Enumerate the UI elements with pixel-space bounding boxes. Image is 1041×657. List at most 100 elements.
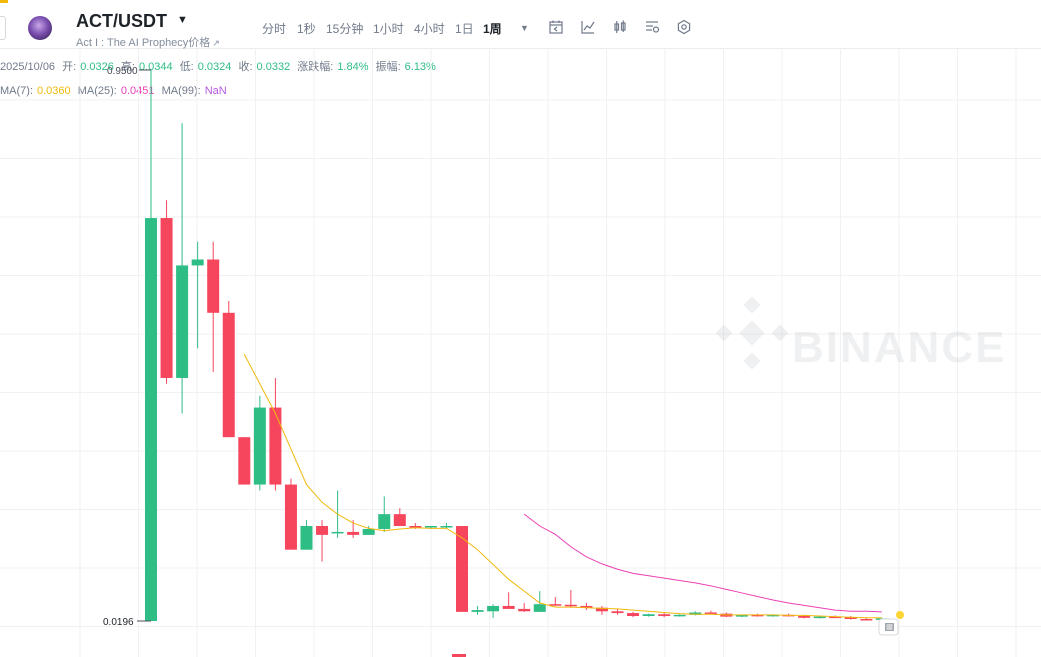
- candle-body: [222, 312, 235, 438]
- candle-body: [844, 617, 857, 619]
- ma99-value: NaN: [204, 85, 227, 97]
- candle-body: [316, 526, 329, 535]
- top-toolbar: ACT/USDT ▼ Act I : The AI Prophecy价格 ↗ 分时…: [0, 0, 1041, 49]
- candle-body: [253, 407, 266, 485]
- candle-body: [580, 605, 593, 608]
- chart-note-icon[interactable]: [878, 618, 899, 636]
- accent-bar: [0, 0, 8, 3]
- candle-type-icon[interactable]: [612, 19, 628, 35]
- candle-body: [284, 484, 297, 550]
- tab-interval-1w[interactable]: 1周: [483, 22, 502, 36]
- candle-body: [362, 528, 375, 535]
- candle-body: [751, 614, 764, 617]
- candle-body: [595, 607, 608, 612]
- chart-grid: [0, 48, 1041, 657]
- tab-interval-1h[interactable]: 1小时: [373, 22, 404, 36]
- external-link-icon: ↗: [212, 38, 220, 48]
- candle-body: [658, 614, 671, 617]
- more-intervals-chevron-icon[interactable]: ▼: [520, 23, 529, 33]
- price-labels: 0.9500 0.0196: [103, 66, 151, 628]
- ma25-line: [523, 513, 882, 613]
- candle-body: [689, 612, 702, 615]
- ma7-line: [243, 354, 882, 619]
- ohlc-legend: 2025/10/06 开: 0.0326 高: 0.0344 低: 0.0324 收:…: [0, 58, 440, 74]
- candle-body: [611, 611, 624, 614]
- low-value: 0.0324: [197, 61, 232, 73]
- candlestick-chart[interactable]: BINANCE 0.9500 0.0196: [0, 48, 1041, 657]
- candle-body: [331, 531, 344, 534]
- ma99-label: MA(99):: [161, 85, 201, 97]
- candle-body: [487, 605, 500, 612]
- candle-body: [471, 610, 484, 612]
- binance-watermark: BINANCE: [715, 296, 1004, 372]
- candle-body: [798, 616, 811, 618]
- candle-body: [549, 604, 562, 606]
- calendar-icon[interactable]: [548, 19, 564, 35]
- tab-interval-4h[interactable]: 4小时: [414, 22, 445, 36]
- low-label: 低:: [179, 61, 194, 73]
- candle-body: [767, 614, 779, 617]
- candle-body: [642, 614, 655, 617]
- token-logo: [28, 16, 52, 40]
- candle-body: [533, 604, 546, 612]
- candle-body: [456, 526, 468, 612]
- sidebar-toggle-button[interactable]: [0, 16, 6, 40]
- candle-body: [207, 259, 220, 313]
- open-value: 0.0326: [80, 61, 114, 73]
- ma25-label: MA(25):: [77, 85, 117, 97]
- candle-series: [145, 70, 888, 621]
- candle-body: [160, 218, 173, 378]
- binance-logo-icon: [715, 296, 789, 370]
- chevron-down-icon[interactable]: ▼: [177, 14, 188, 26]
- token-subtitle[interactable]: Act I : The AI Prophecy价格 ↗: [76, 34, 220, 50]
- indicator-icon[interactable]: [580, 19, 596, 35]
- candle-body: [813, 616, 826, 619]
- token-subtitle-text[interactable]: Act I : The AI Prophecy价格: [76, 37, 211, 49]
- amplitude-label: 振幅:: [375, 61, 401, 73]
- candle-body: [145, 218, 157, 621]
- tab-interval-time[interactable]: 分时: [262, 22, 287, 36]
- candle-body: [191, 259, 204, 266]
- candle-body: [502, 605, 515, 609]
- high-label: 高:: [120, 61, 135, 73]
- candle-body: [238, 437, 251, 485]
- candle-body: [378, 514, 391, 529]
- candle-body: [829, 616, 842, 619]
- candle-body: [735, 614, 748, 617]
- candle-body: [393, 514, 406, 527]
- tab-interval-1d[interactable]: 1日: [455, 22, 474, 36]
- max-price-label: 0.9500: [107, 66, 138, 77]
- candle-body: [673, 614, 686, 617]
- settings-list-icon[interactable]: [644, 19, 660, 35]
- ma7-value: 0.0360: [37, 85, 71, 97]
- volume-bar-peek: [452, 654, 466, 657]
- candle-body: [424, 526, 437, 528]
- ma-legend: MA(7): 0.0360 MA(25): 0.0451 MA(99): NaN: [0, 85, 231, 97]
- ma25-value: 0.0451: [120, 85, 155, 97]
- change-value: 1.84%: [337, 61, 369, 73]
- candle-body: [627, 613, 640, 617]
- ohlc-date: 2025/10/06: [0, 61, 56, 73]
- candle-body: [176, 265, 189, 378]
- min-price-label: 0.0196: [103, 617, 134, 628]
- tab-interval-15m[interactable]: 15分钟: [326, 22, 364, 36]
- candle-body: [518, 608, 531, 612]
- symbol-title[interactable]: ACT/USDT: [76, 11, 167, 31]
- close-label: 收:: [238, 61, 253, 73]
- ma-lines: [243, 354, 882, 619]
- candle-body: [440, 526, 453, 528]
- candle-body: [347, 531, 360, 535]
- open-label: 开:: [62, 61, 77, 73]
- amplitude-value: 6.13%: [404, 61, 436, 73]
- ma7-label: MA(7):: [0, 85, 33, 97]
- candle-body: [860, 618, 873, 621]
- candle-body: [704, 612, 717, 614]
- live-price-dot: [896, 611, 904, 619]
- candle-body: [300, 526, 313, 550]
- candle-body: [564, 604, 577, 607]
- candle-body: [409, 526, 422, 528]
- change-label: 涨跌幅:: [297, 61, 334, 73]
- tab-interval-1s[interactable]: 1秒: [297, 22, 316, 36]
- candle-body: [269, 407, 282, 485]
- gear-icon[interactable]: [676, 19, 692, 35]
